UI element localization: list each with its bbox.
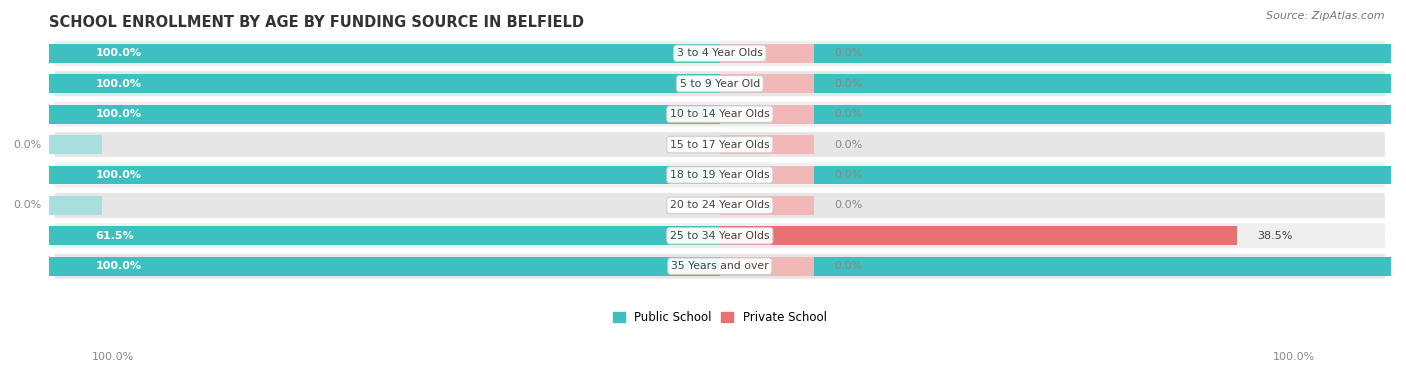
FancyBboxPatch shape — [55, 223, 1385, 248]
Text: 0.0%: 0.0% — [834, 139, 862, 150]
Text: 0.0%: 0.0% — [14, 139, 42, 150]
FancyBboxPatch shape — [55, 132, 1385, 157]
Text: 0.0%: 0.0% — [834, 201, 862, 210]
Bar — [720, 105, 814, 124]
Bar — [720, 135, 814, 154]
FancyBboxPatch shape — [55, 41, 1385, 66]
Text: 0.0%: 0.0% — [834, 170, 862, 180]
Text: 100.0%: 100.0% — [96, 48, 142, 58]
FancyBboxPatch shape — [55, 254, 1385, 279]
Bar — [49, 105, 1391, 124]
FancyBboxPatch shape — [55, 71, 1385, 96]
Bar — [49, 257, 1391, 276]
Text: 61.5%: 61.5% — [96, 231, 135, 241]
Text: 20 to 24 Year Olds: 20 to 24 Year Olds — [671, 201, 769, 210]
Text: 10 to 14 Year Olds: 10 to 14 Year Olds — [671, 109, 769, 119]
Bar — [49, 74, 1391, 93]
Bar — [720, 257, 814, 276]
Bar — [720, 166, 814, 184]
Bar — [720, 196, 814, 215]
Text: 3 to 4 Year Olds: 3 to 4 Year Olds — [676, 48, 763, 58]
Bar — [49, 44, 1391, 63]
Legend: Public School, Private School: Public School, Private School — [609, 307, 831, 329]
Bar — [720, 74, 814, 93]
FancyBboxPatch shape — [55, 102, 1385, 127]
Text: 100.0%: 100.0% — [91, 352, 134, 362]
Bar — [720, 44, 814, 63]
Text: 0.0%: 0.0% — [834, 261, 862, 271]
Bar — [720, 226, 1237, 245]
FancyBboxPatch shape — [55, 193, 1385, 218]
Text: 15 to 17 Year Olds: 15 to 17 Year Olds — [671, 139, 769, 150]
Text: 100.0%: 100.0% — [96, 170, 142, 180]
Text: 100.0%: 100.0% — [96, 79, 142, 89]
Text: 18 to 19 Year Olds: 18 to 19 Year Olds — [671, 170, 769, 180]
Text: 100.0%: 100.0% — [1272, 352, 1315, 362]
Bar — [49, 135, 103, 154]
Text: Source: ZipAtlas.com: Source: ZipAtlas.com — [1267, 11, 1385, 21]
Text: 5 to 9 Year Old: 5 to 9 Year Old — [679, 79, 761, 89]
Bar — [49, 226, 875, 245]
Text: 35 Years and over: 35 Years and over — [671, 261, 769, 271]
Text: 100.0%: 100.0% — [96, 109, 142, 119]
Text: 25 to 34 Year Olds: 25 to 34 Year Olds — [671, 231, 769, 241]
Text: 0.0%: 0.0% — [14, 201, 42, 210]
Text: 38.5%: 38.5% — [1257, 231, 1292, 241]
Text: 100.0%: 100.0% — [96, 261, 142, 271]
Bar — [49, 196, 103, 215]
Text: 0.0%: 0.0% — [834, 109, 862, 119]
Text: SCHOOL ENROLLMENT BY AGE BY FUNDING SOURCE IN BELFIELD: SCHOOL ENROLLMENT BY AGE BY FUNDING SOUR… — [49, 15, 583, 30]
Text: 0.0%: 0.0% — [834, 48, 862, 58]
FancyBboxPatch shape — [55, 162, 1385, 187]
Bar — [49, 166, 1391, 184]
Text: 0.0%: 0.0% — [834, 79, 862, 89]
